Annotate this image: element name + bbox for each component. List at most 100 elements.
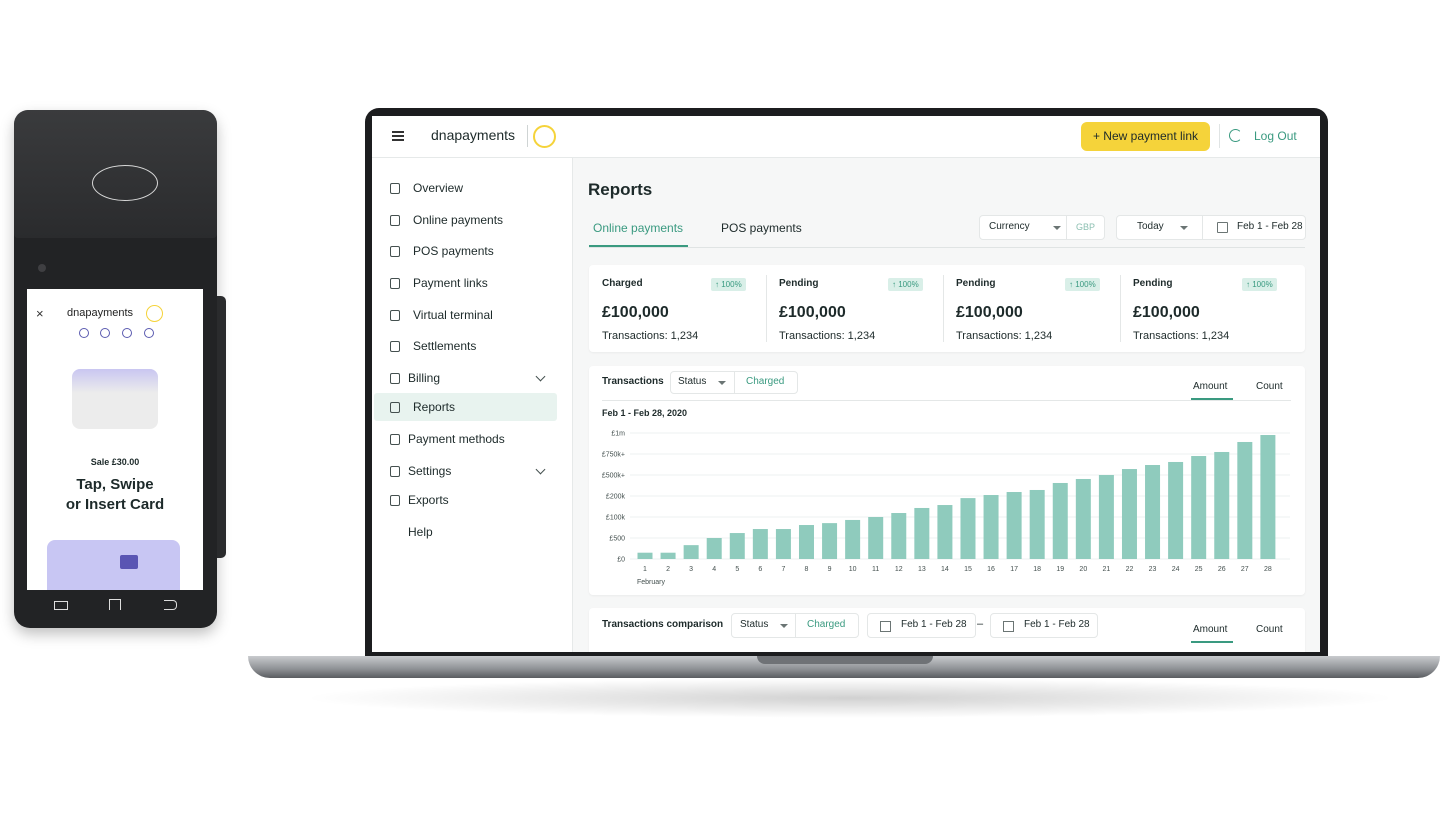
laptop-notch (757, 656, 933, 664)
date-filter[interactable]: Today Feb 1 - Feb 28 (1116, 215, 1306, 240)
bar (1214, 451, 1230, 559)
change-badge: ↑ 100% (1242, 278, 1277, 291)
bar (914, 507, 930, 559)
nav-item[interactable]: Payment methods (408, 432, 505, 446)
logo-spacer (525, 116, 526, 157)
x-tick-label: 4 (712, 566, 716, 573)
brand-mark (533, 125, 556, 148)
nav-item[interactable]: Virtual terminal (413, 308, 493, 322)
filter-value: Charged (746, 376, 785, 387)
bar (729, 533, 745, 559)
nav-item[interactable]: Online payments (413, 213, 504, 227)
sidebar-rule (372, 157, 572, 158)
toggle[interactable]: Count (1256, 624, 1283, 635)
status-filter[interactable]: Status Charged (670, 371, 798, 394)
toggle[interactable]: Count (1256, 381, 1283, 392)
x-tick-label: 9 (828, 566, 832, 573)
pos-camera (38, 264, 46, 272)
nav-home-icon[interactable] (109, 599, 121, 610)
nav-icon (390, 215, 400, 226)
card-amount: £100,000 (602, 304, 669, 321)
card-amount: £100,000 (1133, 304, 1200, 321)
nav-item[interactable]: Exports (408, 493, 449, 507)
y-tick-label: £0 (617, 557, 625, 564)
page-title: Reports (588, 180, 653, 199)
x-tick-label: 22 (1126, 566, 1134, 573)
x-tick-label: 18 (1033, 566, 1041, 573)
change-badge: ↑ 100% (1065, 278, 1100, 291)
card-divider (943, 275, 944, 342)
toggle-underline (1191, 398, 1233, 400)
tab-rule (589, 247, 1305, 248)
logout-icon[interactable] (1229, 129, 1242, 142)
calendar-icon (1217, 222, 1228, 233)
bar (706, 538, 722, 559)
logout-link[interactable]: Log Out (1254, 129, 1297, 143)
calendar-icon (1003, 621, 1014, 632)
bar (683, 545, 699, 559)
nav-item[interactable]: POS payments (413, 244, 494, 258)
card-label: Charged (602, 278, 643, 289)
change-badge: ↑ 100% (711, 278, 746, 291)
close-icon[interactable]: × (36, 306, 44, 321)
range-a[interactable]: Feb 1 - Feb 28 (867, 613, 976, 638)
bar (891, 513, 907, 559)
summary-panel: Charged ↑ 100% £100,000 Transactions: 1,234… (589, 265, 1305, 352)
bar (937, 505, 953, 559)
bar (1145, 465, 1161, 559)
bar (1191, 456, 1207, 559)
nav-icon (390, 183, 400, 194)
tab[interactable]: POS payments (721, 221, 802, 235)
nav-icon (390, 434, 400, 445)
toggle-active[interactable]: Amount (1193, 381, 1228, 392)
chart-subtitle: Feb 1 - Feb 28, 2020 (602, 408, 688, 418)
nav-item[interactable]: Help (408, 525, 433, 539)
x-tick-label: 17 (1010, 566, 1018, 573)
y-tick-label: £100k (606, 515, 626, 522)
filter-divider (1202, 216, 1203, 239)
nav-item[interactable]: Overview (413, 181, 464, 195)
menu-toggle[interactable] (392, 131, 404, 133)
nav-item[interactable]: Reports (413, 400, 456, 414)
filter-label: Status (678, 376, 707, 387)
nav-item[interactable]: Settings (408, 464, 452, 478)
y-tick-label: £500k+ (602, 473, 625, 480)
range-b[interactable]: Feb 1 - Feb 28 (990, 613, 1098, 638)
logo-divider (527, 125, 528, 147)
change-badge: ↑ 100% (888, 278, 923, 291)
x-tick-label: 13 (918, 566, 926, 573)
card-illustration (47, 540, 180, 590)
nav-back-icon[interactable] (164, 600, 177, 610)
bar (798, 525, 814, 559)
range-text: Feb 1 - Feb 28 (901, 619, 967, 630)
nav-icon (390, 527, 398, 536)
panel-title: Transactions (602, 376, 664, 387)
card-transactions: Transactions: 1,234 (602, 330, 699, 342)
filter-value: Charged (807, 619, 846, 630)
active-highlight (374, 393, 557, 421)
currency-filter[interactable]: Currency GBP (979, 215, 1105, 240)
step-dot (122, 328, 132, 338)
card-transactions: Transactions: 1,234 (956, 330, 1053, 342)
range-text: Feb 1 - Feb 28 (1024, 619, 1090, 630)
comparison-panel: Transactions comparison Status Charged F… (589, 608, 1305, 652)
nav-item[interactable]: Billing (408, 371, 441, 385)
status-filter[interactable]: Status Charged (731, 613, 859, 638)
nav-item[interactable]: Payment links (413, 276, 488, 290)
tab-active[interactable]: Online payments (593, 221, 684, 235)
new-link-button[interactable]: + New payment link (1081, 122, 1210, 151)
card-chip (120, 555, 138, 569)
x-tick-label: 21 (1103, 566, 1111, 573)
toggle-active[interactable]: Amount (1193, 624, 1228, 635)
x-tick-label: 16 (987, 566, 995, 573)
x-tick-label: 1 (643, 566, 647, 573)
step-dot (79, 328, 89, 338)
nav-menu-icon[interactable] (54, 601, 68, 610)
x-tick-label: 25 (1195, 566, 1203, 573)
nav-icon (390, 466, 400, 477)
card-divider (1120, 275, 1121, 342)
card-label: Pending (1133, 278, 1173, 289)
bar (660, 552, 676, 559)
nav-item[interactable]: Settlements (413, 339, 477, 353)
